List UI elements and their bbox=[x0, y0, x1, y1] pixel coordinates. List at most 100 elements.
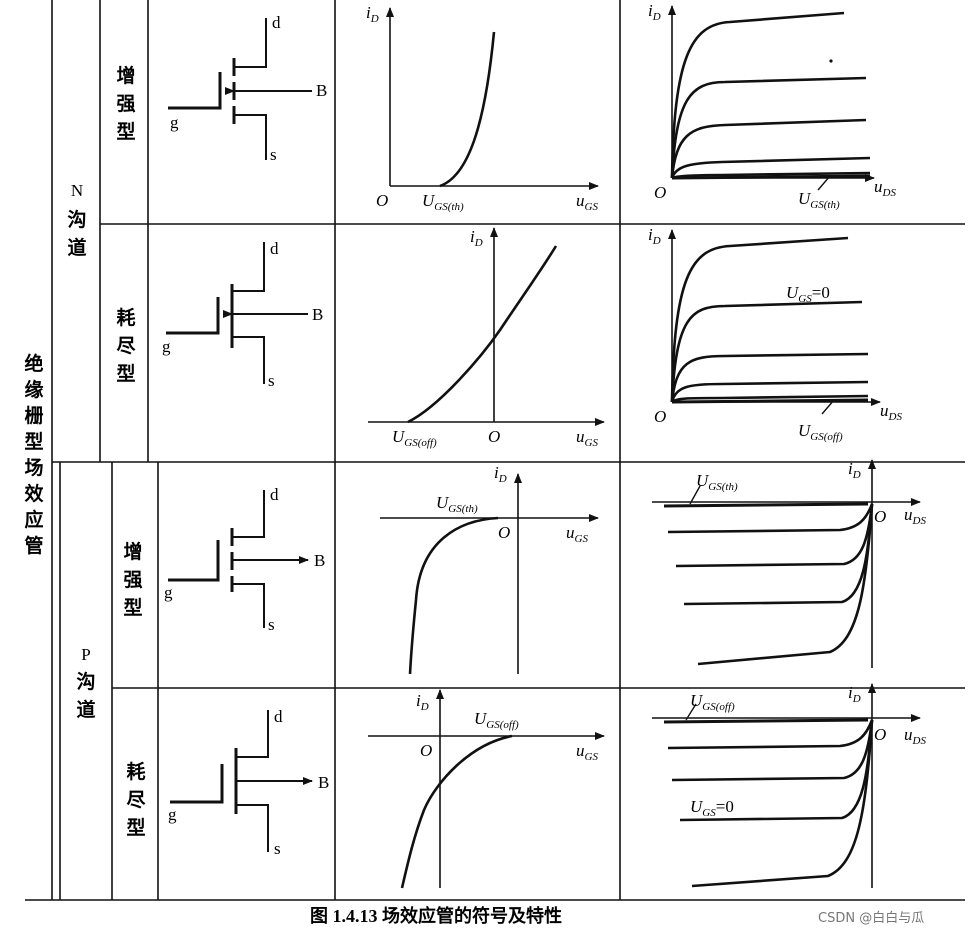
origin-label: O bbox=[420, 741, 432, 760]
output-n-enhancement bbox=[668, 5, 875, 191]
id-axis-label: iD bbox=[416, 691, 429, 713]
type-char: 增 bbox=[123, 540, 142, 563]
ugs-off-label: UGS(off) bbox=[474, 709, 519, 731]
ugs-off-label: UGS(off) bbox=[798, 421, 843, 443]
symbol-n-depletion bbox=[166, 242, 308, 384]
drain-label: d bbox=[270, 485, 279, 504]
transfer-n-enhancement bbox=[386, 7, 599, 190]
output-p-enhancement bbox=[652, 459, 921, 668]
main-label-char: 效 bbox=[24, 482, 43, 505]
channel-letter: N bbox=[71, 181, 83, 200]
main-label: 绝 缘 栅 型 场 效 应 管 bbox=[24, 352, 43, 557]
origin-label: O bbox=[874, 725, 886, 744]
type-label-p-enh: 增 强 型 bbox=[123, 540, 142, 619]
type-char: 型 bbox=[116, 120, 135, 143]
origin-label: O bbox=[498, 523, 510, 542]
body-label: B bbox=[318, 773, 329, 792]
output-p-depletion bbox=[652, 683, 921, 888]
type-label-n-dep: 耗 尽 型 bbox=[116, 307, 136, 385]
ugs-axis-label: uGS bbox=[576, 427, 598, 449]
output-n-depletion bbox=[668, 229, 881, 415]
type-char: 增 bbox=[116, 64, 135, 87]
id-axis-label: iD bbox=[494, 463, 507, 485]
ugs-axis-label: uGS bbox=[576, 191, 598, 213]
type-char: 强 bbox=[116, 93, 135, 115]
type-char: 型 bbox=[123, 596, 142, 619]
origin-label: O bbox=[488, 427, 500, 446]
uds-axis-label: uDS bbox=[904, 505, 926, 527]
ugs-axis-label: uGS bbox=[566, 523, 588, 545]
type-char: 型 bbox=[116, 362, 135, 385]
ugs-th-label: UGS(th) bbox=[436, 493, 478, 515]
origin-label: O bbox=[874, 507, 886, 526]
origin-label: O bbox=[654, 183, 666, 202]
transfer-n-depletion bbox=[368, 227, 605, 426]
drain-label: d bbox=[272, 13, 281, 32]
channel-char: 道 bbox=[76, 698, 95, 721]
gate-label: g bbox=[168, 805, 177, 824]
id-axis-label: iD bbox=[848, 459, 861, 481]
ugs-th-label: UGS(th) bbox=[422, 191, 464, 213]
type-label-p-dep: 耗 尽 型 bbox=[126, 761, 146, 839]
id-axis-label: iD bbox=[470, 227, 483, 249]
type-char: 型 bbox=[126, 816, 145, 839]
p-channel-label: P 沟 道 bbox=[76, 645, 95, 721]
channel-char: 沟 bbox=[67, 208, 86, 231]
gate-label: g bbox=[164, 583, 173, 602]
drain-label: d bbox=[270, 239, 279, 258]
source-label: s bbox=[268, 371, 275, 390]
main-label-char: 管 bbox=[24, 534, 43, 557]
n-channel-label: N 沟 道 bbox=[67, 181, 86, 259]
gate-label: g bbox=[162, 337, 171, 356]
figure-caption: 图 1.4.13 场效应管的符号及特性 bbox=[310, 905, 562, 926]
channel-letter: P bbox=[81, 645, 90, 664]
ugs-axis-label: uGS bbox=[576, 741, 598, 763]
symbol-n-enhancement bbox=[168, 18, 312, 160]
type-char: 耗 bbox=[116, 307, 135, 329]
id-axis-label: iD bbox=[366, 3, 379, 25]
type-char: 尽 bbox=[116, 335, 136, 357]
uds-axis-label: uDS bbox=[880, 401, 902, 423]
ugs-off-label: UGS(off) bbox=[690, 691, 735, 713]
type-char: 尽 bbox=[126, 789, 146, 811]
body-label: B bbox=[312, 305, 323, 324]
gate-label: g bbox=[170, 113, 179, 132]
main-label-char: 绝 bbox=[24, 352, 43, 375]
transfer-p-enhancement bbox=[380, 473, 599, 675]
type-label-n-enh: 增 强 型 bbox=[116, 64, 135, 143]
body-label: B bbox=[316, 81, 327, 100]
uds-axis-label: uDS bbox=[874, 177, 896, 199]
id-axis-label: iD bbox=[648, 225, 661, 247]
channel-char: 沟 bbox=[76, 670, 95, 693]
main-label-char: 应 bbox=[24, 508, 43, 531]
symbol-p-depletion bbox=[170, 710, 313, 852]
source-label: s bbox=[270, 145, 277, 164]
main-label-char: 场 bbox=[24, 457, 43, 479]
body-label: B bbox=[314, 551, 325, 570]
ugs-th-label: UGS(th) bbox=[696, 471, 738, 493]
source-label: s bbox=[274, 839, 281, 858]
channel-char: 道 bbox=[67, 236, 86, 259]
main-label-char: 栅 bbox=[24, 404, 43, 427]
ugs0-label: UGS=0 bbox=[690, 797, 734, 819]
drain-label: d bbox=[274, 707, 283, 726]
origin-label: O bbox=[376, 191, 388, 210]
uds-axis-label: uDS bbox=[904, 725, 926, 747]
watermark: CSDN @白白与瓜 bbox=[818, 910, 924, 926]
type-char: 耗 bbox=[126, 761, 145, 783]
source-label: s bbox=[268, 615, 275, 634]
type-char: 强 bbox=[123, 569, 142, 591]
id-axis-label: iD bbox=[848, 683, 861, 705]
ugs-off-label: UGS(off) bbox=[392, 427, 437, 449]
main-label-char: 型 bbox=[24, 430, 43, 453]
id-axis-label: iD bbox=[648, 1, 661, 23]
origin-label: O bbox=[654, 407, 666, 426]
terminal-labels: d g s B d g s B d g s B d g s B bbox=[162, 13, 329, 858]
symbol-p-enhancement bbox=[168, 490, 309, 628]
ugs-th-label: UGS(th) bbox=[798, 189, 840, 211]
table-grid bbox=[25, 0, 965, 901]
transfer-p-depletion bbox=[368, 689, 605, 889]
ugs0-label: UGS=0 bbox=[786, 283, 830, 305]
main-label-char: 缘 bbox=[24, 379, 43, 401]
